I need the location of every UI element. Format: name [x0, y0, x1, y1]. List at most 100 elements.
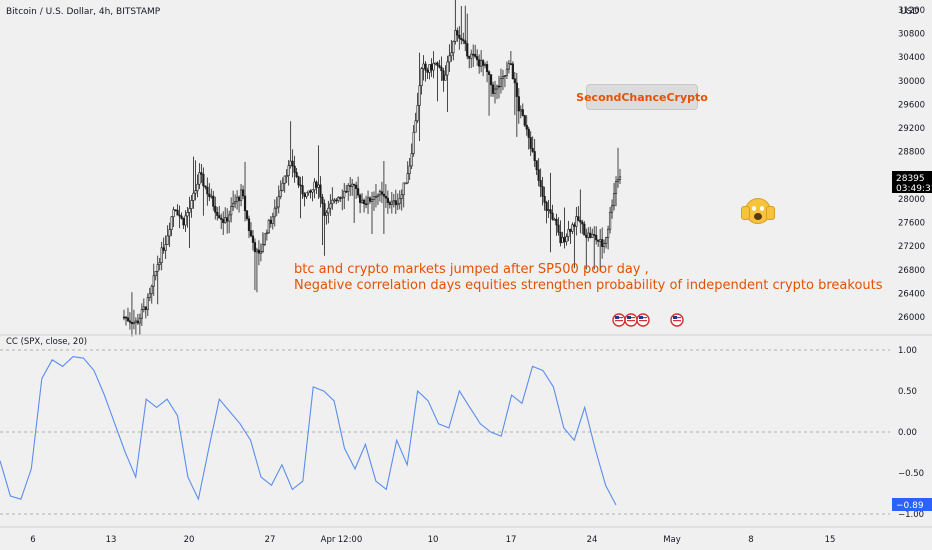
price-candle — [476, 49, 479, 66]
price-candle — [505, 61, 509, 79]
price-candle — [259, 243, 262, 262]
price-candle — [194, 160, 197, 201]
price-candle — [319, 176, 322, 208]
price-candle — [208, 183, 211, 202]
price-candle — [362, 198, 366, 213]
price-candle — [499, 68, 503, 94]
price-candle — [349, 177, 352, 197]
correlation-tick-label: 1.00 — [898, 346, 917, 356]
price-candle — [493, 80, 497, 104]
price-candle — [426, 67, 429, 80]
price-candle — [323, 199, 326, 256]
indicator-title: CC (SPX, close, 20) — [6, 337, 87, 347]
price-candle — [245, 210, 249, 221]
price-candle — [495, 84, 499, 100]
price-candle — [410, 143, 413, 170]
us-flag-icon[interactable] — [612, 313, 626, 327]
price-candle — [378, 189, 382, 202]
time-axis[interactable]: 6 13 20 27 Apr 12:00 10 17 24 May 8 15 — [0, 526, 932, 545]
price-candle — [418, 52, 421, 142]
price-candle — [142, 298, 145, 313]
price-candle — [529, 131, 532, 156]
price-candle — [188, 196, 191, 248]
price-candle — [489, 74, 493, 97]
price-candle — [589, 226, 592, 239]
price-candle — [190, 195, 193, 218]
price-candle — [360, 193, 364, 204]
price-candle — [618, 168, 622, 184]
price-candle — [525, 115, 528, 136]
price-candle — [440, 56, 443, 81]
price-candle — [422, 55, 425, 81]
price-candle — [267, 219, 270, 234]
price-candle — [380, 181, 384, 204]
price-candle — [124, 316, 128, 326]
price-tick-label: 30800 — [898, 30, 925, 40]
time-tick-label: 10 — [428, 535, 439, 545]
correlation-tick-label: 0.00 — [898, 428, 917, 438]
price-tick-label: 29200 — [898, 124, 925, 134]
author-tag[interactable]: SecondChanceCrypto — [576, 84, 708, 110]
price-candle — [283, 175, 286, 193]
price-candle — [325, 210, 328, 225]
price-tick-label: 26000 — [898, 313, 925, 323]
price-candle — [436, 61, 439, 102]
price-candle — [364, 195, 368, 209]
indicator-last-value: −0.89 — [896, 501, 924, 511]
price-candle — [152, 263, 155, 296]
price-candle — [186, 206, 189, 228]
price-candle — [281, 177, 284, 192]
price-tick-label: 26400 — [898, 289, 925, 299]
price-candle — [192, 156, 195, 209]
price-pane[interactable] — [0, 0, 932, 337]
correlation-line — [0, 356, 617, 506]
us-flag-icon[interactable] — [624, 313, 638, 327]
price-candle — [196, 174, 199, 198]
price-candle — [200, 164, 203, 184]
price-candle — [444, 65, 447, 81]
price-candle — [610, 199, 614, 219]
price-axis[interactable]: 31200 30800 30400 30000 29600 29200 28800 28000… — [898, 6, 925, 323]
price-candle — [247, 215, 251, 239]
price-candle — [172, 206, 175, 228]
price-candle — [368, 196, 372, 204]
screaming-face-right-hand-icon — [766, 206, 775, 220]
annotation-note[interactable]: btc and crypto markets jumped after SP50… — [294, 262, 883, 294]
time-tick-label: 6 — [30, 535, 35, 545]
time-tick-label: 13 — [106, 535, 117, 545]
price-candle — [402, 182, 405, 208]
price-candle — [412, 125, 415, 157]
price-candle — [386, 190, 389, 214]
price-candle — [587, 227, 590, 242]
price-candle — [347, 183, 350, 201]
price-candle — [140, 303, 143, 327]
correlation-axis[interactable]: 1.00 0.50 0.00 −0.50 −1.00 — [898, 346, 924, 520]
price-candle — [446, 55, 449, 113]
price-candle — [462, 32, 465, 45]
us-flag-icon[interactable] — [636, 313, 650, 327]
price-candle — [392, 194, 395, 208]
price-candle — [249, 222, 253, 238]
price-candle — [351, 178, 354, 196]
price-candle — [234, 194, 237, 209]
price-candle — [261, 232, 264, 254]
price-candle — [358, 193, 362, 214]
price-candle — [390, 191, 393, 214]
correlation-pane[interactable] — [0, 349, 890, 515]
price-candle — [206, 177, 209, 206]
price-candle — [279, 180, 282, 200]
us-flag-icon[interactable] — [670, 313, 684, 327]
price-candle — [289, 121, 292, 169]
price-candle — [603, 239, 606, 254]
price-candle — [577, 206, 580, 222]
price-candle — [593, 226, 596, 270]
price-candle — [480, 50, 483, 73]
price-candle — [232, 190, 235, 211]
price-candle — [243, 161, 247, 222]
time-tick-label: 27 — [265, 535, 276, 545]
price-candle — [174, 209, 177, 212]
price-candle — [456, 27, 459, 42]
price-candle — [315, 180, 318, 194]
price-candle — [297, 175, 300, 189]
